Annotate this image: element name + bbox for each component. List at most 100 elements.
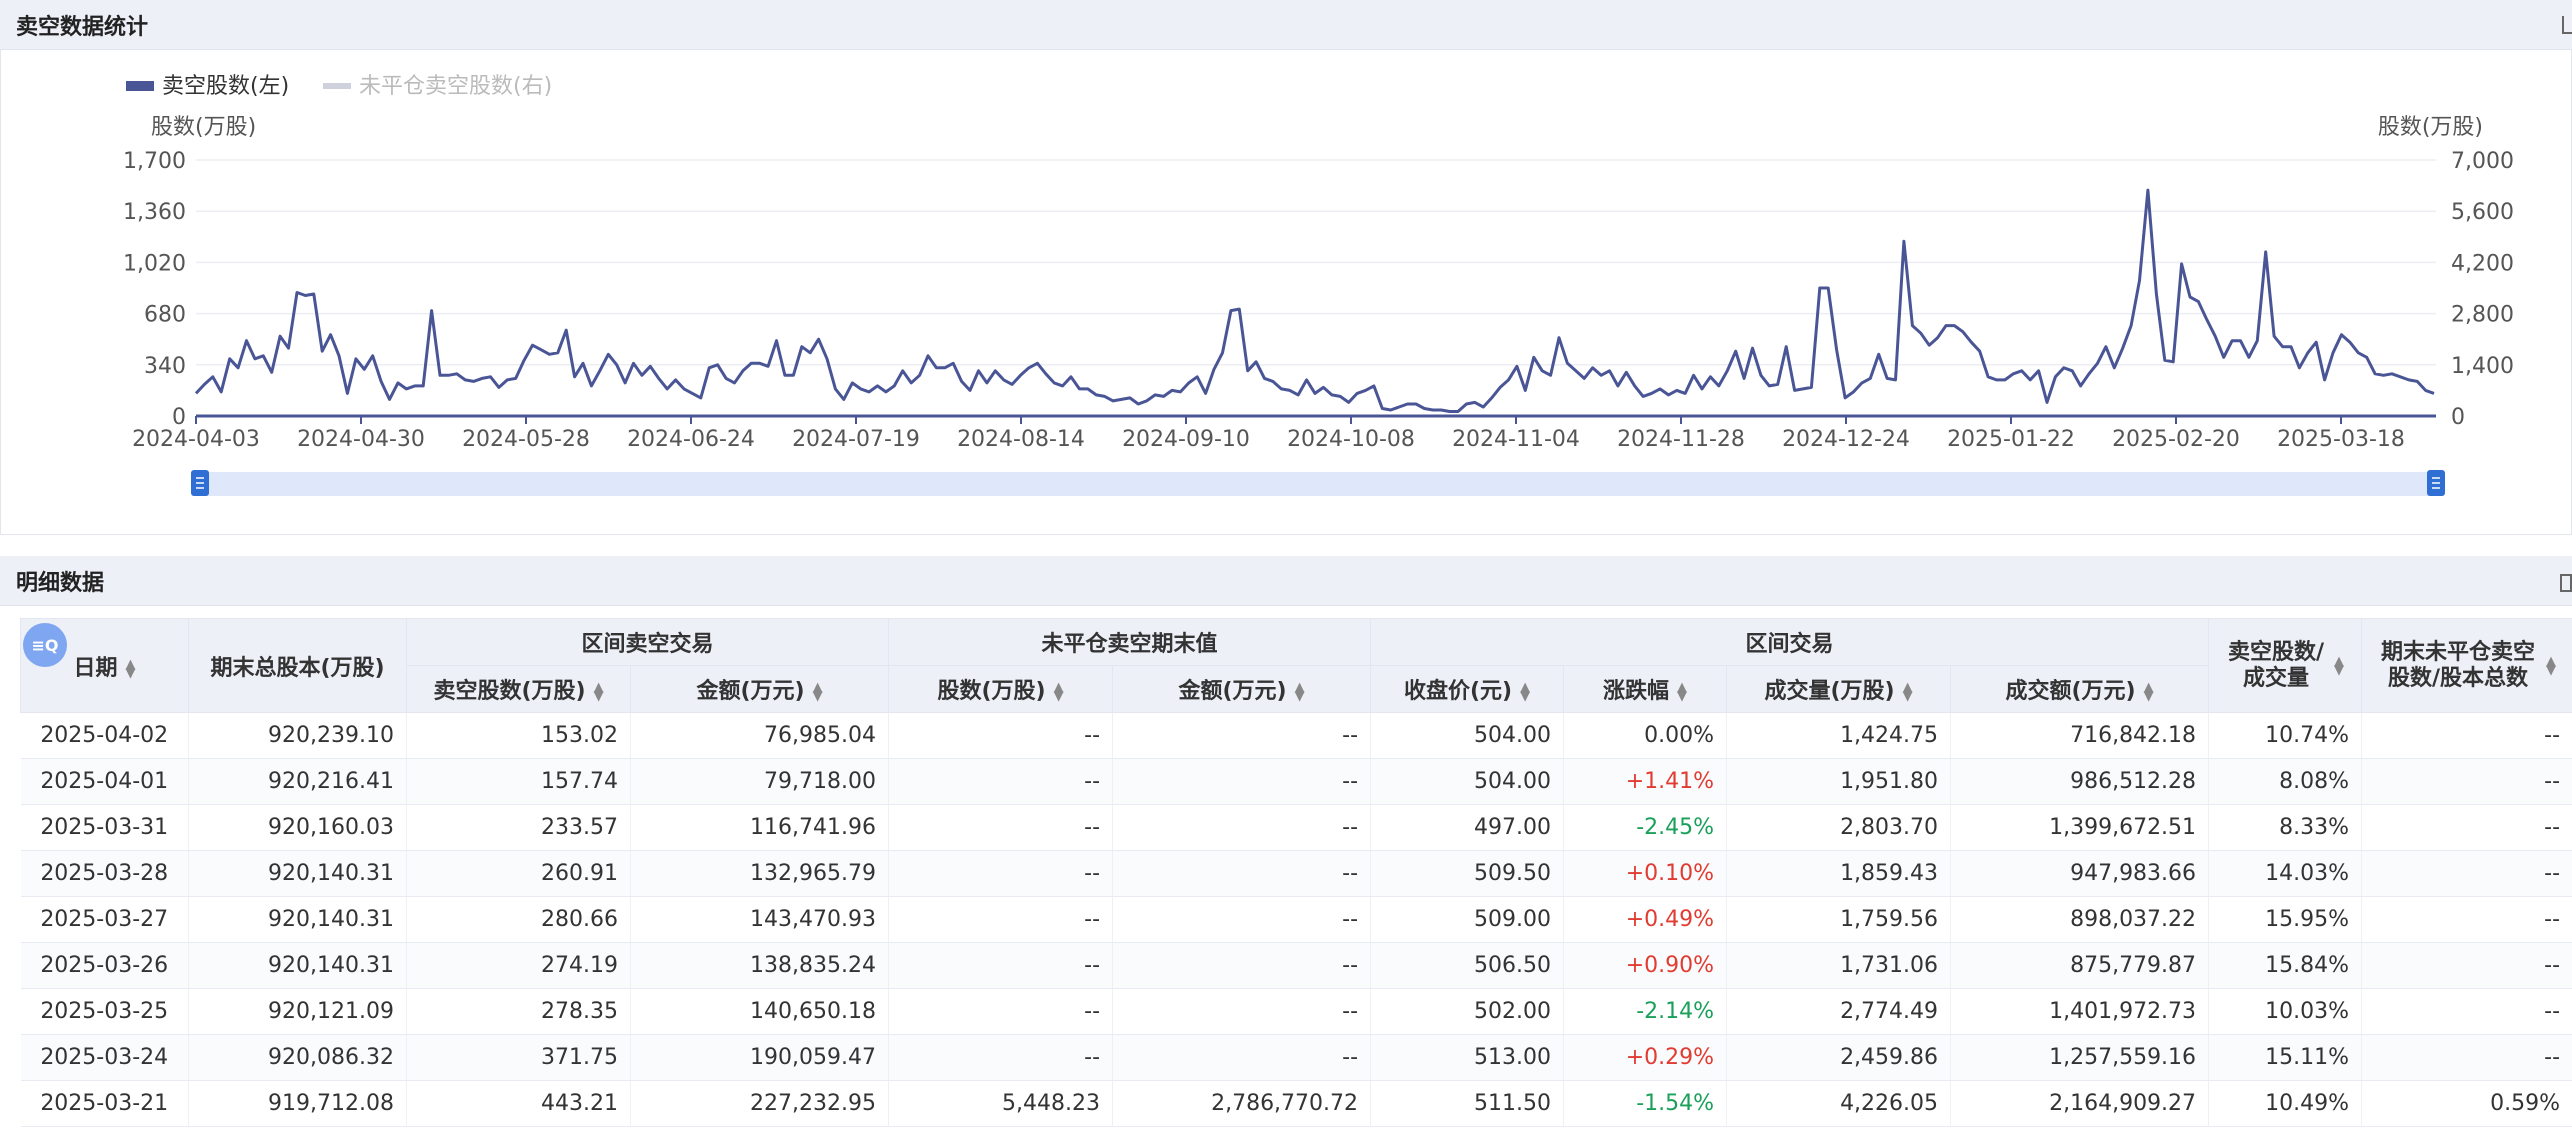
table-cell-date: 2025-03-24 [21,1035,189,1081]
table-cell-r1: 15.95% [2209,897,2362,943]
table-row: 2025-03-28 920,140.31 260.91 132,965.79 -- --… [21,851,2572,897]
sort-icon[interactable]: ▲ ▼ [2546,657,2556,675]
sort-icon[interactable]: ▲ ▼ [1054,683,1064,701]
table-cell-r2: -- [2362,989,2572,1035]
col-label: 金额(万元) [696,679,804,704]
sort-icon[interactable]: ▲ ▼ [1295,683,1305,701]
sort-icon[interactable]: ▲ ▼ [2144,683,2154,701]
table-cell-total: 920,086.32 [189,1035,407,1081]
sort-icon[interactable]: ▲ ▼ [594,683,604,701]
chart-section-header: 卖空数据统计 [0,0,2572,50]
table-cell-r1: 8.33% [2209,805,2362,851]
table-cell-ss: 274.19 [407,943,631,989]
x-tick-label: 2025-01-22 [1947,427,2075,452]
y-tick-right: 5,600 [2451,200,2514,225]
detail-section-title: 明细数据 [16,565,104,597]
x-tick-label: 2024-08-14 [957,427,1085,452]
table-cell-date: 2025-03-25 [21,989,189,1035]
table-cell-sa: 190,059.47 [631,1035,889,1081]
x-tick-label: 2025-02-20 [2112,427,2240,452]
collapse-icon[interactable] [2562,16,2572,34]
col-volume[interactable]: 成交量(万股) ▲ ▼ [1727,666,1951,713]
table-cell-amt: 716,842.18 [1951,713,2209,759]
col-label: 成交额(万元) [2005,679,2135,704]
table-cell-r1: 10.74% [2209,713,2362,759]
table-cell-close: 504.00 [1371,713,1564,759]
col-ratio2-label: 期末未平仓卖空股数/股本总数 [2378,640,2538,692]
table-cell-total: 920,140.31 [189,851,407,897]
table-cell-oa: -- [1113,943,1371,989]
table-cell-r2: -- [2362,897,2572,943]
table-cell-ss: 443.21 [407,1081,631,1127]
col-change[interactable]: 涨跌幅 ▲ ▼ [1564,666,1727,713]
sort-icon[interactable]: ▲ ▼ [1677,683,1687,701]
table-cell-os: -- [889,805,1113,851]
table-cell-total: 920,160.03 [189,805,407,851]
table-cell-os: -- [889,989,1113,1035]
table-cell-chg: 0.00% [1564,713,1727,759]
col-label: 成交量(万股) [1764,679,1894,704]
table-cell-sa: 79,718.00 [631,759,889,805]
table-cell-sa: 132,965.79 [631,851,889,897]
expand-icon[interactable] [2560,574,2572,592]
table-cell-total: 920,140.31 [189,897,407,943]
table-cell-close: 506.50 [1371,943,1564,989]
table-cell-vol: 1,759.56 [1727,897,1951,943]
y-tick-right: 2,800 [2451,303,2514,328]
table-cell-date: 2025-03-31 [21,805,189,851]
table-cell-ss: 371.75 [407,1035,631,1081]
table-row: 2025-03-24 920,086.32 371.75 190,059.47 -- --… [21,1035,2572,1081]
col-ratio2[interactable]: 期末未平仓卖空股数/股本总数 ▲ ▼ [2362,619,2572,713]
col-turnover[interactable]: 成交额(万元) ▲ ▼ [1951,666,2209,713]
x-tick-label: 2024-05-28 [462,427,590,452]
table-cell-r1: 15.84% [2209,943,2362,989]
x-tick-label: 2024-07-19 [792,427,920,452]
table-cell-r2: -- [2362,713,2572,759]
col-date[interactable]: ≡Q 日期 ▲ ▼ [21,619,189,713]
sort-icon[interactable]: ▲ ▼ [1520,683,1530,701]
col-short-amount[interactable]: 金额(万元) ▲ ▼ [631,666,889,713]
col-label: 股数(万股) [937,679,1045,704]
table-cell-amt: 947,983.66 [1951,851,2209,897]
group-short-trade: 区间卖空交易 [407,619,889,666]
col-close[interactable]: 收盘价(元) ▲ ▼ [1371,666,1564,713]
table-cell-total: 920,140.31 [189,943,407,989]
table-cell-r1: 15.11% [2209,1035,2362,1081]
x-tick-label: 2024-11-04 [1452,427,1580,452]
col-label: 收盘价(元) [1404,679,1512,704]
table-cell-close: 509.00 [1371,897,1564,943]
table-cell-sa: 140,650.18 [631,989,889,1035]
col-short-shares[interactable]: 卖空股数(万股) ▲ ▼ [407,666,631,713]
table-cell-close: 502.00 [1371,989,1564,1035]
x-tick-label: 2024-04-30 [297,427,425,452]
x-tick-label: 2024-11-28 [1617,427,1745,452]
table-cell-sa: 116,741.96 [631,805,889,851]
legend-label-2: 未平仓卖空股数(右) [359,74,552,99]
col-open-amount[interactable]: 金额(万元) ▲ ▼ [1113,666,1371,713]
table-cell-oa: -- [1113,989,1371,1035]
col-ratio1[interactable]: 卖空股数/成交量 ▲ ▼ [2209,619,2362,713]
sort-icon[interactable]: ▲ ▼ [2334,657,2344,675]
table-cell-r2: -- [2362,805,2572,851]
table-cell-sa: 143,470.93 [631,897,889,943]
table-row: 2025-03-27 920,140.31 280.66 143,470.93 -- --… [21,897,2572,943]
sort-icon[interactable]: ▲ ▼ [813,683,823,701]
legend-swatch-1 [126,81,154,91]
sort-icon[interactable]: ▲ ▼ [126,660,136,678]
table-cell-vol: 1,424.75 [1727,713,1951,759]
filter-icon[interactable]: ≡Q [23,623,67,667]
col-open-shares[interactable]: 股数(万股) ▲ ▼ [889,666,1113,713]
table-cell-ss: 233.57 [407,805,631,851]
group-open-short: 未平仓卖空期末值 [889,619,1371,666]
table-cell-vol: 2,459.86 [1727,1035,1951,1081]
y-tick-left: 1,700 [123,149,186,174]
table-cell-total: 920,121.09 [189,989,407,1035]
table-cell-ss: 157.74 [407,759,631,805]
table-cell-r1: 8.08% [2209,759,2362,805]
table-cell-chg: +0.29% [1564,1035,1727,1081]
col-ratio1-label: 卖空股数/成交量 [2226,640,2326,692]
sort-icon[interactable]: ▲ ▼ [1903,683,1913,701]
table-row: 2025-03-26 920,140.31 274.19 138,835.24 -- --… [21,943,2572,989]
y-axis-label-right: 股数(万股) [2378,115,2483,140]
table-row: 2025-03-21 919,712.08 443.21 227,232.95 5,44… [21,1081,2572,1127]
